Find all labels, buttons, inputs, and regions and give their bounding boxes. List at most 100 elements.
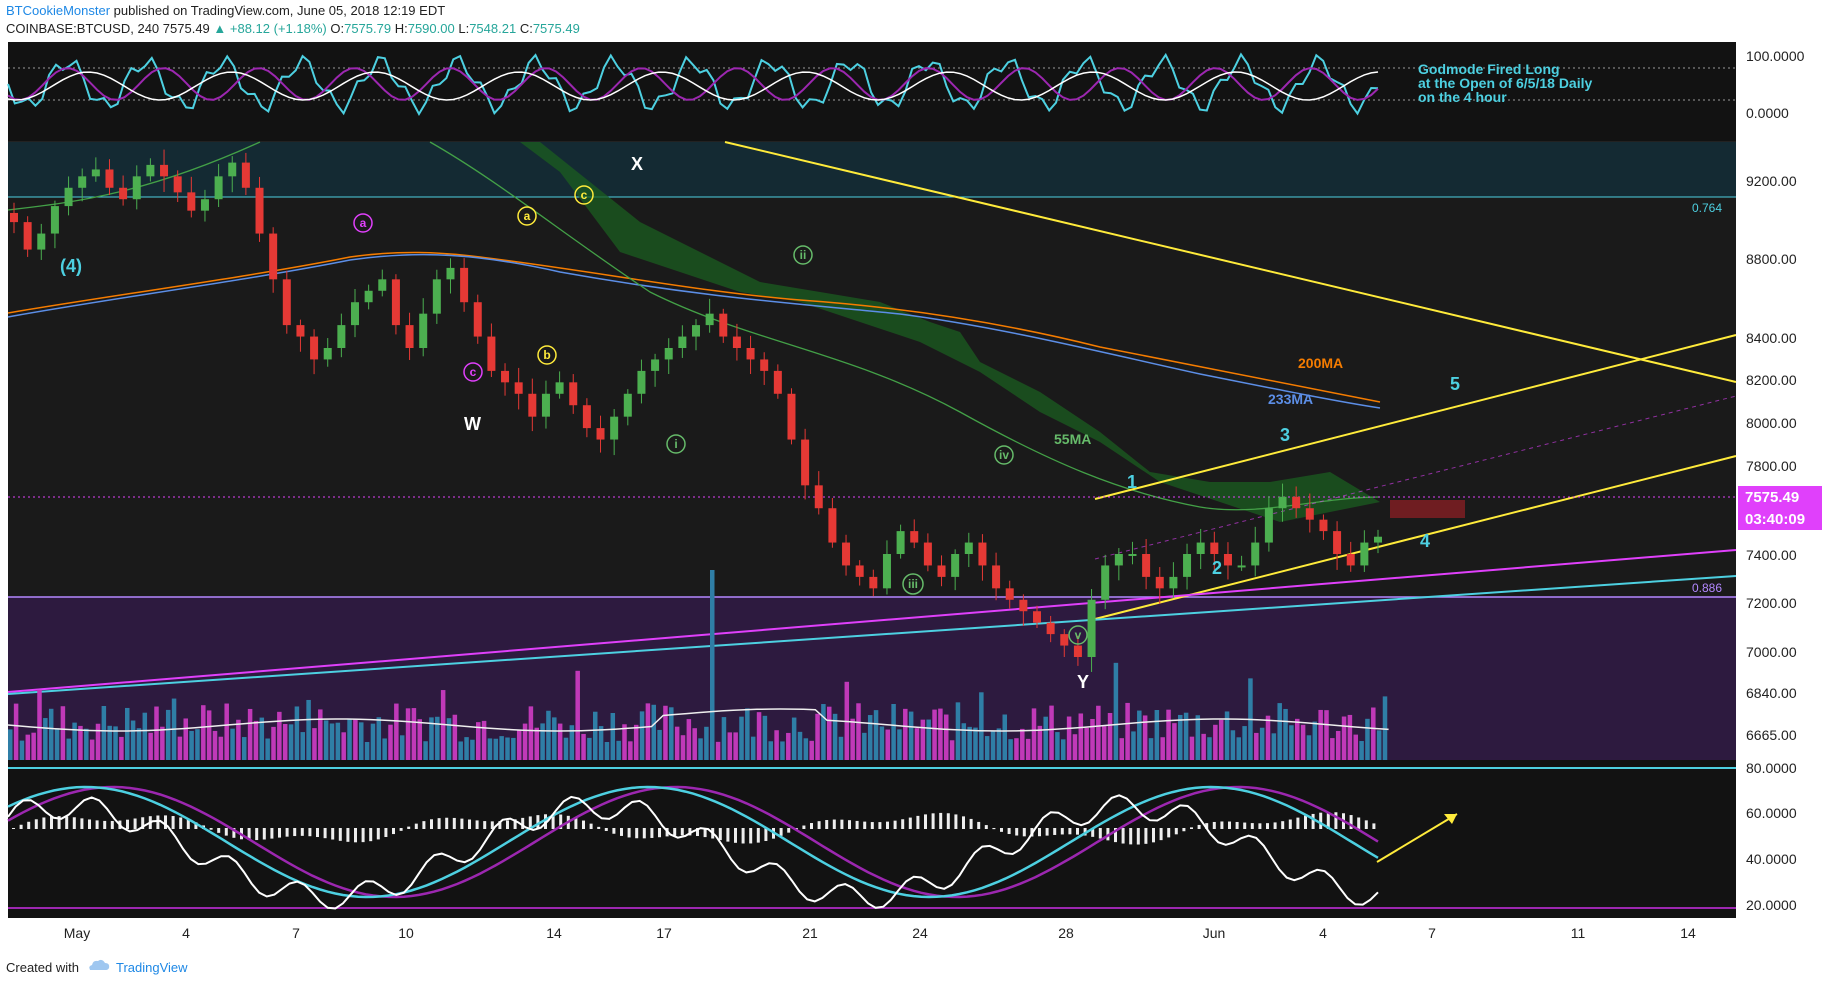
- volume-bar: [704, 726, 709, 760]
- histogram-bar: [19, 824, 23, 829]
- volume-bar: [382, 738, 387, 760]
- volume-bar: [1183, 712, 1189, 760]
- candle-body: [937, 565, 946, 577]
- candle-body: [1333, 531, 1342, 554]
- volume-bar: [206, 710, 212, 760]
- histogram-bar: [718, 828, 722, 841]
- volume-bar: [938, 708, 943, 760]
- volume-bar: [593, 711, 598, 760]
- histogram-bar: [300, 828, 304, 836]
- osc-white-line: [7, 71, 1379, 101]
- volume-bar: [838, 736, 844, 760]
- volume-bar: [25, 734, 31, 760]
- wave-label-5: 5: [1450, 374, 1460, 394]
- histogram-bar: [734, 828, 737, 843]
- histogram-bar: [787, 828, 791, 833]
- histogram-bar: [741, 828, 745, 844]
- author-link[interactable]: BTCookieMonster: [6, 3, 111, 18]
- volume-bar: [1365, 718, 1370, 760]
- histogram-bar: [72, 817, 76, 829]
- volume-bar: [569, 725, 575, 760]
- candle-body: [10, 212, 18, 223]
- volume-bar: [242, 737, 247, 760]
- histogram-bar: [817, 821, 821, 829]
- candle-body: [187, 192, 196, 211]
- candle-body: [1237, 565, 1246, 568]
- candle-body: [1346, 554, 1355, 566]
- histogram-bar: [696, 828, 699, 837]
- circled-c-yellow: c: [581, 188, 588, 202]
- volume-bar: [616, 740, 621, 760]
- candle-body: [910, 531, 919, 543]
- volume-bar: [323, 720, 329, 760]
- candle-body: [801, 439, 810, 486]
- ichimoku-cloud: [520, 142, 1380, 522]
- volume-bar: [522, 723, 528, 760]
- histogram-bar: [1152, 828, 1155, 843]
- volume-bar: [364, 741, 370, 760]
- candle-body: [391, 279, 400, 326]
- candle-body: [514, 382, 523, 394]
- volume-bar: [885, 729, 890, 760]
- candle-body: [1073, 645, 1082, 657]
- candle-body: [1114, 554, 1123, 566]
- volume-bar: [669, 707, 674, 760]
- histogram-bar: [863, 821, 867, 829]
- volume-bar: [1224, 711, 1230, 760]
- volume-bar: [926, 719, 931, 760]
- volume-histogram: [7, 570, 1389, 760]
- histogram-bar: [399, 828, 403, 831]
- open-label: O:: [330, 21, 345, 36]
- volume-bar: [1125, 702, 1130, 760]
- circled-v: v: [1075, 628, 1082, 642]
- volume-bar: [1324, 710, 1329, 760]
- volume-bar: [622, 724, 627, 760]
- histogram-bar: [209, 828, 213, 830]
- godmode-note-2: at the Open of 6/5/18 Daily: [1418, 75, 1592, 91]
- volume-bar: [651, 704, 656, 760]
- ma233-label: 233MA: [1268, 391, 1313, 407]
- volume-bar: [353, 718, 358, 760]
- candle-body: [214, 176, 223, 200]
- histogram-bar: [1182, 828, 1186, 832]
- volume-bar: [1066, 716, 1072, 760]
- top-oscillator-panel: Godmode Fired Long at the Open of 6/5/18…: [7, 42, 1805, 142]
- histogram-bar: [1098, 828, 1102, 839]
- volume-bar: [1218, 719, 1224, 760]
- histogram-bar: [939, 812, 943, 829]
- osc-tick-80: 80.0000: [1746, 760, 1797, 776]
- btc-chart[interactable]: Godmode Fired Long at the Open of 6/5/18…: [0, 42, 1824, 948]
- volume-bar: [756, 712, 762, 760]
- volume-bar: [1189, 736, 1195, 760]
- publish-line: BTCookieMonster published on TradingView…: [6, 3, 445, 18]
- volume-bar: [487, 738, 493, 760]
- chart-footer: Created with TradingView: [0, 948, 1824, 986]
- wave-label-1: 1: [1127, 472, 1137, 492]
- histogram-bar: [946, 813, 950, 829]
- last-price-tag-text: 7575.49: [1745, 489, 1799, 506]
- candle-body: [160, 164, 169, 177]
- volume-bar: [399, 735, 405, 760]
- volume-bar: [862, 732, 867, 760]
- candle-body: [269, 233, 278, 280]
- price-tick-6665: 6665.00: [1746, 727, 1797, 743]
- fib-0764-label: 0.764: [1692, 201, 1722, 215]
- candle-body: [105, 169, 114, 188]
- volume-bar: [224, 703, 229, 760]
- volume-bar: [1160, 737, 1165, 760]
- volume-bar: [247, 708, 253, 760]
- volume-bar: [259, 717, 265, 760]
- countdown-tag: [1738, 508, 1822, 530]
- tradingview-brand[interactable]: TradingView: [116, 960, 188, 975]
- price-tick-8400: 8400.00: [1746, 330, 1797, 346]
- created-with-label: Created with: [6, 960, 79, 975]
- volume-bar: [1195, 715, 1201, 760]
- cloud-projection: [1390, 500, 1465, 518]
- volume-bar: [832, 713, 838, 760]
- histogram-bar: [984, 825, 988, 829]
- volume-bar: [394, 703, 399, 760]
- osc-cyan-line: [7, 52, 1379, 117]
- volume-bar: [967, 726, 972, 760]
- volume-bar: [359, 722, 364, 760]
- volume-bar: [72, 722, 77, 760]
